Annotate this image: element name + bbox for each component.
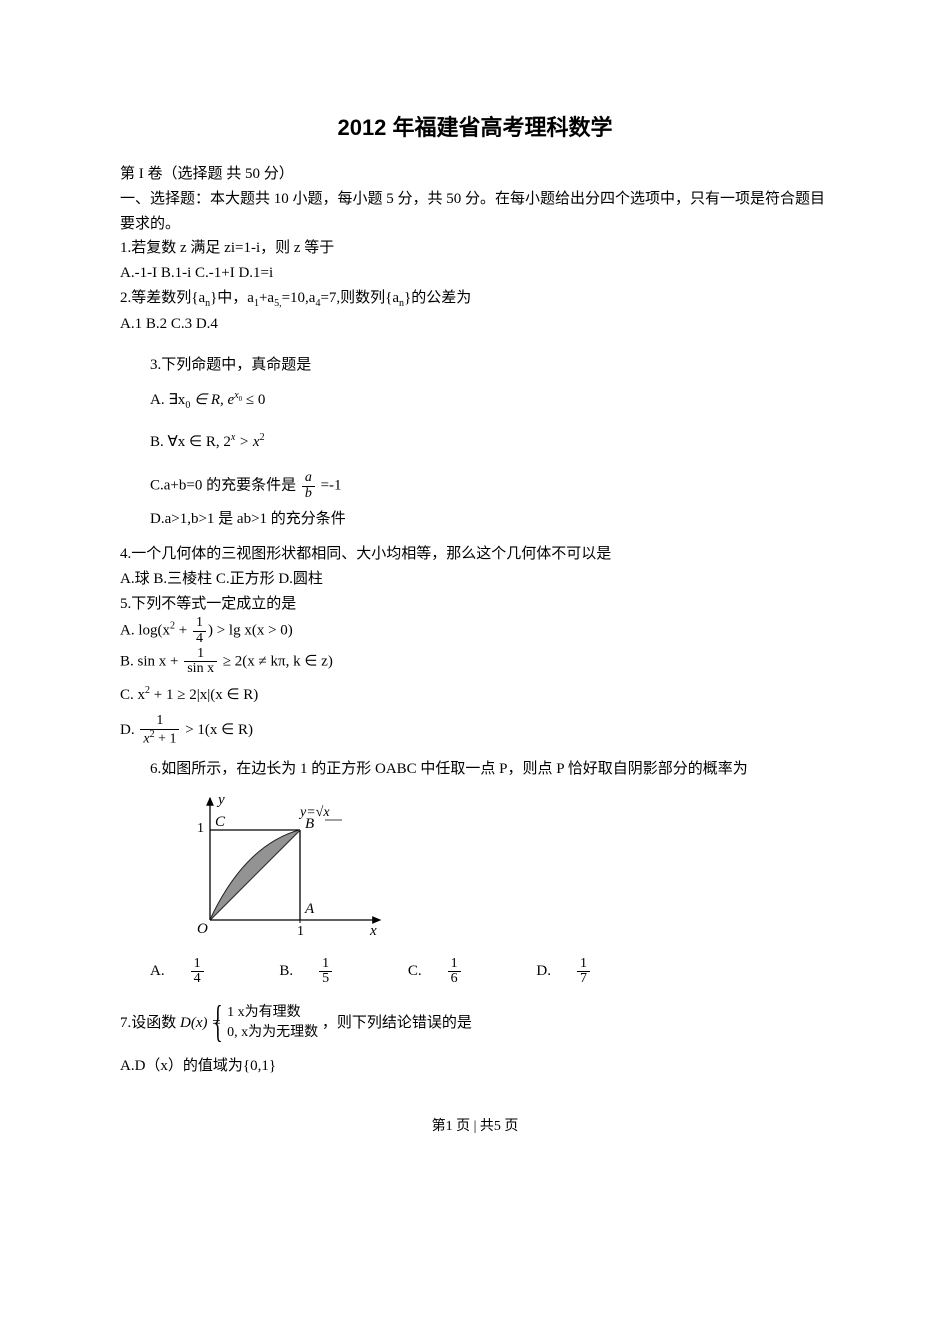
- label-A: A: [304, 901, 315, 917]
- q5-b-den: sin x: [184, 662, 217, 677]
- q2-text-e: =7,则数列{a: [320, 290, 399, 306]
- q5-d-den: x2 + 1: [140, 730, 179, 747]
- q6-c-label: C.: [408, 959, 422, 984]
- q5-opt-b: B. sin x + 1sin x ≥ 2(x ≠ kπ, k ∈ z): [120, 647, 830, 677]
- q6-d-num: 1: [577, 957, 590, 973]
- q5-a-frac: 14: [193, 616, 206, 646]
- q3-opt-a: A. ∃x0 ∈ R, ex0 ≤ 0: [120, 388, 830, 415]
- q3-c-den: b: [302, 487, 315, 502]
- q6-a-num: 1: [191, 957, 204, 973]
- label-x: x: [369, 923, 377, 939]
- page: 2012 年福建省高考理科数学 第 I 卷（选择题 共 50 分） 一、选择题：…: [0, 0, 950, 1175]
- q6-c-frac: 16: [448, 957, 485, 987]
- q6-b-num: 1: [319, 957, 332, 973]
- doc-title: 2012 年福建省高考理科数学: [120, 110, 830, 142]
- q2-text-b: }中，a: [210, 290, 254, 306]
- q5-b-post: ≥ 2(x ≠ kπ, k ∈ z): [219, 653, 333, 669]
- q5-opt-a: A. log(x2 + 14) > lg x(x > 0): [120, 616, 830, 646]
- q3-c-num: a: [302, 471, 315, 487]
- q7-stem: 7.设函数 D(x) = 1 x为有理数 0, x为为无理数 ，则下列结论错误的…: [120, 1003, 830, 1044]
- q7-pre: 7.设函数: [120, 1015, 180, 1031]
- q6-c-num: 1: [448, 957, 461, 973]
- q3-c-pre: C.a+b=0 的充要条件是: [150, 478, 300, 494]
- q7-brace-inner: 1 x为有理数 0, x为为无理数: [225, 1003, 318, 1042]
- label-1: 1: [297, 924, 304, 939]
- q6-a-frac: 14: [191, 957, 228, 987]
- q7-brace: 1 x为有理数 0, x为为无理数: [225, 1003, 318, 1044]
- q5-d-num: 1: [140, 714, 179, 730]
- q3-c-post: =-1: [317, 478, 342, 494]
- q4-stem: 4.一个几何体的三视图形状都相同、大小均相等，那么这个几何体不可以是: [120, 542, 830, 567]
- page-footer: 第1 页 | 共5 页: [120, 1115, 830, 1135]
- q6-d-den: 7: [577, 972, 590, 987]
- q5-b-num: 1: [184, 647, 217, 663]
- section-header-2: 一、选择题：本大题共 10 小题，每小题 5 分，共 50 分。在每小题给出分四…: [120, 187, 830, 237]
- q7-row2: 0, x为为无理数: [227, 1023, 318, 1043]
- q6-opt-a: A. 14: [150, 957, 252, 987]
- q3-a-exp: x0: [234, 390, 242, 401]
- q5-a-den: 4: [193, 632, 206, 647]
- q3-b-exp2: 2: [260, 432, 265, 443]
- q7-post: ，则下列结论错误的是: [322, 1015, 472, 1031]
- q5-a-post: ) > lg x(x > 0): [208, 623, 293, 639]
- q7-row1: 1 x为有理数: [227, 1003, 318, 1023]
- q6-diagram: O 1 A B C 1 y x y=√x: [170, 790, 830, 945]
- q6-opt-c: C. 16: [408, 957, 509, 987]
- q5-c-post: + 1 ≥ 2|x|(x ∈ R): [150, 687, 258, 703]
- q5-opt-c: C. x2 + 1 ≥ 2|x|(x ∈ R): [120, 683, 830, 708]
- q7-opt-a: A.D（x）的值域为{0,1}: [120, 1054, 830, 1079]
- q6-c-den: 6: [448, 972, 461, 987]
- label-O: O: [197, 921, 208, 937]
- label-1y: 1: [197, 821, 204, 836]
- q2-sub-5: 5,: [274, 298, 282, 309]
- q5-a-num: 1: [193, 616, 206, 632]
- q5-a-pre: A. log(x: [120, 623, 170, 639]
- q3-opt-d: D.a>1,b>1 是 ab>1 的充分条件: [120, 507, 830, 532]
- q3-a-label: A. ∃x: [150, 392, 185, 408]
- q6-stem: 6.如图所示，在边长为 1 的正方形 OABC 中任取一点 P，则点 P 恰好取…: [120, 757, 830, 782]
- q4-options: A.球 B.三棱柱 C.正方形 D.圆柱: [120, 567, 830, 592]
- q5-c-label: C. x: [120, 687, 145, 703]
- q2-text-f: }的公差为: [404, 290, 471, 306]
- q5-a-mid: +: [175, 623, 191, 639]
- q3-a-mid: ∈ R, e: [190, 392, 234, 408]
- q5-d-post: > 1(x ∈ R): [181, 722, 253, 738]
- q5-b-pre: B. sin x +: [120, 653, 182, 669]
- q1-stem: 1.若复数 z 满足 zi=1-i，则 z 等于: [120, 236, 830, 261]
- q2-stem: 2.等差数列{an}中，a1+a5,=10,a4=7,则数列{an}的公差为: [120, 286, 830, 313]
- q2-text-d: =10,a: [282, 290, 316, 306]
- q6-b-frac: 15: [319, 957, 356, 987]
- q3-c-frac: ab: [302, 471, 315, 501]
- q6-b-label: B.: [279, 959, 293, 984]
- q5-stem: 5.下列不等式一定成立的是: [120, 592, 830, 617]
- label-C: C: [215, 814, 226, 830]
- q6-options: A. 14 B. 15 C. 16 D. 17: [120, 957, 830, 987]
- q6-opt-d: D. 17: [536, 957, 638, 987]
- q3-opt-b: B. ∀x ∈ R, 2x > x2: [120, 430, 830, 455]
- q5-opt-d: D. 1x2 + 1 > 1(x ∈ R): [120, 714, 830, 747]
- q6-a-den: 4: [191, 972, 204, 987]
- q6-svg: O 1 A B C 1 y x y=√x: [170, 790, 400, 940]
- q3-stem: 3.下列命题中，真命题是: [120, 353, 830, 378]
- q2-options: A.1 B.2 C.3 D.4: [120, 312, 830, 337]
- q2-text: 2.等差数列{a: [120, 290, 205, 306]
- q5-d-frac: 1x2 + 1: [140, 714, 179, 747]
- q3-a-post: ≤ 0: [242, 392, 265, 408]
- q6-d-label: D.: [536, 959, 551, 984]
- q3-b-post: > x: [235, 434, 259, 450]
- q2-text-c: +a: [259, 290, 274, 306]
- q6-b-den: 5: [319, 972, 332, 987]
- q6-d-frac: 17: [577, 957, 614, 987]
- q5-b-frac: 1sin x: [184, 647, 217, 677]
- q5-d-den-b: + 1: [155, 731, 177, 746]
- q5-d-pre: D.: [120, 722, 138, 738]
- q3-b-label: B. ∀x ∈ R, 2: [150, 434, 231, 450]
- label-y: y: [216, 792, 225, 808]
- section-header-1: 第 I 卷（选择题 共 50 分）: [120, 162, 830, 187]
- q1-options: A.-1-I B.1-i C.-1+I D.1=i: [120, 261, 830, 286]
- label-sqrt: y=√x: [298, 805, 330, 820]
- q3-opt-c: C.a+b=0 的充要条件是 ab =-1: [120, 471, 830, 501]
- q6-opt-b: B. 15: [279, 957, 380, 987]
- q6-a-label: A.: [150, 959, 165, 984]
